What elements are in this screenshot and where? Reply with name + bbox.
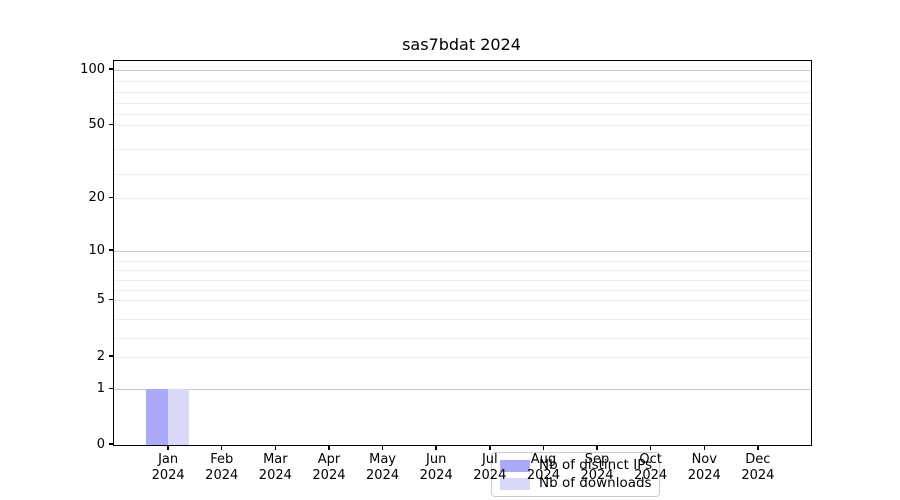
gridline-y-10 xyxy=(114,250,811,252)
y-tick-label-1: 1 xyxy=(96,380,105,396)
x-tick-month: Nov xyxy=(691,452,717,467)
y-tick-label-0: 0 xyxy=(96,436,105,452)
gridline-y-2 xyxy=(114,356,811,358)
x-tick-year: 2024 xyxy=(687,468,721,483)
x-tick-year: 2024 xyxy=(580,468,614,483)
x-tick-label-mar: Mar 2024 xyxy=(245,452,305,484)
gridline-y-1 xyxy=(114,388,811,390)
x-tick-mark-jun xyxy=(435,445,437,450)
legend-swatch-icon xyxy=(500,459,530,472)
x-tick-year: 2024 xyxy=(258,468,292,483)
x-tick-label-oct: Oct 2024 xyxy=(621,452,681,484)
x-tick-label-feb: Feb 2024 xyxy=(192,452,252,484)
gridline-y-3 xyxy=(114,337,811,339)
gridline-y-9 xyxy=(114,260,811,262)
x-tick-mark-feb xyxy=(220,445,223,450)
x-tick-label-sep: Sep 2024 xyxy=(567,452,627,484)
y-tick-mark-0 xyxy=(109,443,113,445)
x-tick-year: 2024 xyxy=(205,468,239,483)
gridline-y-50 xyxy=(114,124,811,126)
gridline-y-5 xyxy=(114,299,811,301)
x-tick-mark-mar xyxy=(274,445,277,450)
x-tick-mark-oct xyxy=(649,445,652,450)
y-tick-mark-2 xyxy=(109,355,113,357)
legend-swatch-icon xyxy=(500,477,530,490)
legend-label: Nb of downloads xyxy=(539,475,652,491)
chart-title: sas7bdat 2024 xyxy=(402,35,521,54)
gridline-y-90 xyxy=(114,80,811,82)
plot-area: Nb of distinct IPs Nb of downloads xyxy=(113,60,812,497)
x-tick-year: 2024 xyxy=(312,468,346,483)
x-tick-label-jul: Jul 2024 xyxy=(460,452,520,484)
x-tick-mark-jul xyxy=(489,445,491,450)
gridline-y-40 xyxy=(114,149,811,151)
x-tick-month: Mar xyxy=(263,452,288,467)
gridline-y-100 xyxy=(114,69,811,71)
gridline-y-60 xyxy=(114,113,811,115)
y-tick-label-2: 2 xyxy=(96,348,105,364)
y-tick-mark-1 xyxy=(109,387,113,390)
x-tick-month: Feb xyxy=(210,452,234,467)
y-tick-label-50: 50 xyxy=(88,116,105,132)
y-tick-mark-5 xyxy=(109,298,113,301)
y-tick-mark-100 xyxy=(109,68,113,70)
gridline-y-30 xyxy=(114,173,811,175)
x-tick-label-dec: Dec 2024 xyxy=(728,452,788,484)
x-tick-mark-dec xyxy=(757,445,759,450)
bar-nb-of-distinct-ips-jan xyxy=(145,389,168,445)
x-tick-month: Apr xyxy=(317,452,341,467)
x-tick-mark-aug xyxy=(542,445,545,450)
gridline-y-80 xyxy=(114,91,811,93)
y-tick-label-10: 10 xyxy=(88,242,105,258)
x-tick-mark-sep xyxy=(596,445,598,450)
gridline-y-70 xyxy=(114,102,811,104)
legend: Nb of distinct IPs Nb of downloads xyxy=(491,452,660,497)
x-tick-mark-jan xyxy=(167,445,169,450)
x-tick-month: Jul xyxy=(481,452,498,467)
x-tick-label-aug: Aug 2024 xyxy=(513,452,573,484)
x-tick-label-jun: Jun 2024 xyxy=(406,452,466,484)
y-tick-mark-10 xyxy=(109,249,113,251)
gridline-y-7 xyxy=(114,280,811,282)
legend-item: Nb of distinct IPs xyxy=(500,457,653,473)
y-tick-label-20: 20 xyxy=(88,189,105,205)
x-tick-month: Jun xyxy=(426,452,447,467)
y-tick-label-5: 5 xyxy=(96,291,105,307)
x-tick-year: 2024 xyxy=(366,468,400,483)
x-tick-month: Jan xyxy=(158,452,179,467)
x-tick-year: 2024 xyxy=(526,468,560,483)
x-tick-month: Dec xyxy=(745,452,771,467)
y-tick-mark-20 xyxy=(109,196,113,199)
x-tick-year: 2024 xyxy=(473,468,507,483)
x-tick-year: 2024 xyxy=(151,468,185,483)
x-tick-year: 2024 xyxy=(741,468,775,483)
x-tick-year: 2024 xyxy=(419,468,453,483)
gridline-y-8 xyxy=(114,270,811,272)
x-tick-month: Sep xyxy=(584,452,610,467)
x-tick-year: 2024 xyxy=(634,468,668,483)
x-tick-mark-apr xyxy=(328,445,330,450)
legend-item: Nb of downloads xyxy=(500,475,652,491)
x-tick-mark-nov xyxy=(703,445,706,450)
x-tick-month: Oct xyxy=(639,452,662,467)
x-tick-label-apr: Apr 2024 xyxy=(299,452,359,484)
gridline-y-6 xyxy=(114,290,811,291)
x-tick-label-jan: Jan 2024 xyxy=(138,452,198,484)
legend-label: Nb of distinct IPs xyxy=(539,457,653,473)
bar-nb-of-downloads-jan xyxy=(167,389,190,445)
gridline-y-4 xyxy=(114,318,811,320)
gridline-y-20 xyxy=(114,197,811,199)
x-tick-month: Aug xyxy=(530,452,557,467)
x-tick-month: May xyxy=(369,452,396,467)
x-tick-label-nov: Nov 2024 xyxy=(674,452,734,484)
x-tick-mark-may xyxy=(381,445,384,450)
x-tick-label-may: May 2024 xyxy=(353,452,413,484)
y-tick-mark-50 xyxy=(109,123,113,126)
y-tick-label-100: 100 xyxy=(80,61,105,77)
